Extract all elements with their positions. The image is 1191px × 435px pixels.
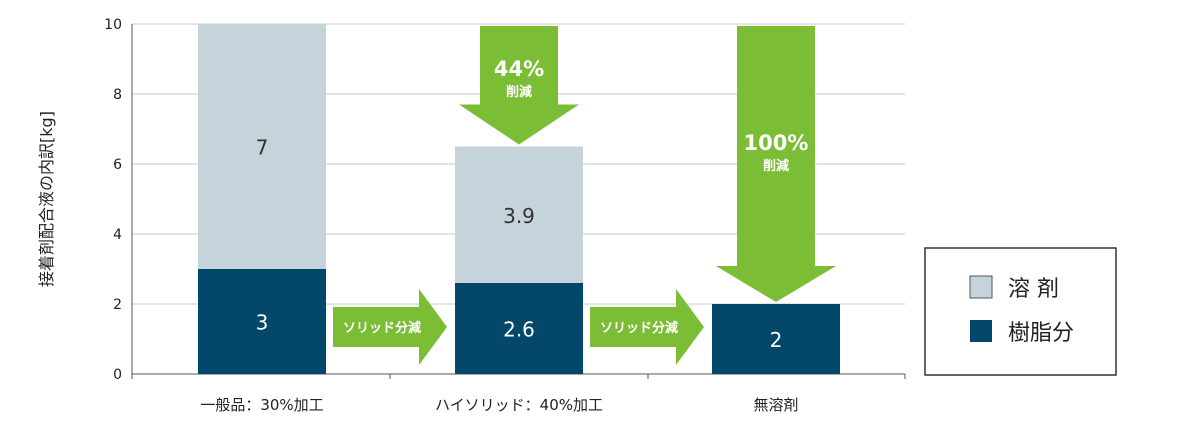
x-category-label: 一般品：30%加工 xyxy=(200,396,323,414)
bar-value-label: 3 xyxy=(256,311,269,335)
reduction-arrow xyxy=(716,26,836,302)
bar-segment xyxy=(198,24,326,269)
y-tick-label: 4 xyxy=(113,227,122,243)
bar-segment xyxy=(455,146,583,283)
legend-swatch xyxy=(970,320,992,342)
reduction-percent: 44% xyxy=(494,57,544,81)
x-category-label: 無溶剤 xyxy=(753,396,798,414)
reduction-arrows: 44% 削減 100% 削減 xyxy=(459,26,836,302)
y-tick-label: 10 xyxy=(104,17,122,33)
bars: 3 7 2.6 3.9 2 xyxy=(198,24,840,374)
reduction-text: 削減 xyxy=(763,158,789,174)
bar-segment xyxy=(198,269,326,374)
legend-swatch xyxy=(969,275,993,299)
legend-label: 樹脂分 xyxy=(1008,321,1074,346)
transition-arrow xyxy=(590,289,704,365)
bar-value-label: 2 xyxy=(770,328,783,352)
transition-arrow-label: ソリッド分減 xyxy=(600,320,678,336)
bar-segment xyxy=(712,304,840,374)
y-tick-label: 0 xyxy=(113,367,122,383)
bar-value-label: 2.6 xyxy=(503,318,535,342)
y-tick-label: 2 xyxy=(113,297,122,313)
y-tick-label: 6 xyxy=(113,157,122,173)
legend-box xyxy=(924,247,1117,376)
x-category-label: ハイソリッド：40%加工 xyxy=(435,396,603,414)
reduction-arrow xyxy=(459,26,579,145)
bar-value-label: 3.9 xyxy=(503,204,535,228)
legend-label: 溶 剤 xyxy=(1008,277,1059,302)
y-axis-title: 接着剤配合液の内訳[kg] xyxy=(37,111,56,287)
reduction-text: 削減 xyxy=(506,84,532,100)
transition-arrow xyxy=(333,289,447,365)
transition-arrows: ソリッド分減 ソリッド分減 xyxy=(333,289,704,365)
bar-segment xyxy=(455,283,583,374)
bar-value-label: 7 xyxy=(256,136,269,160)
y-tick-label: 8 xyxy=(113,87,122,103)
reduction-percent: 100% xyxy=(744,131,809,155)
transition-arrow-label: ソリッド分減 xyxy=(343,320,421,336)
